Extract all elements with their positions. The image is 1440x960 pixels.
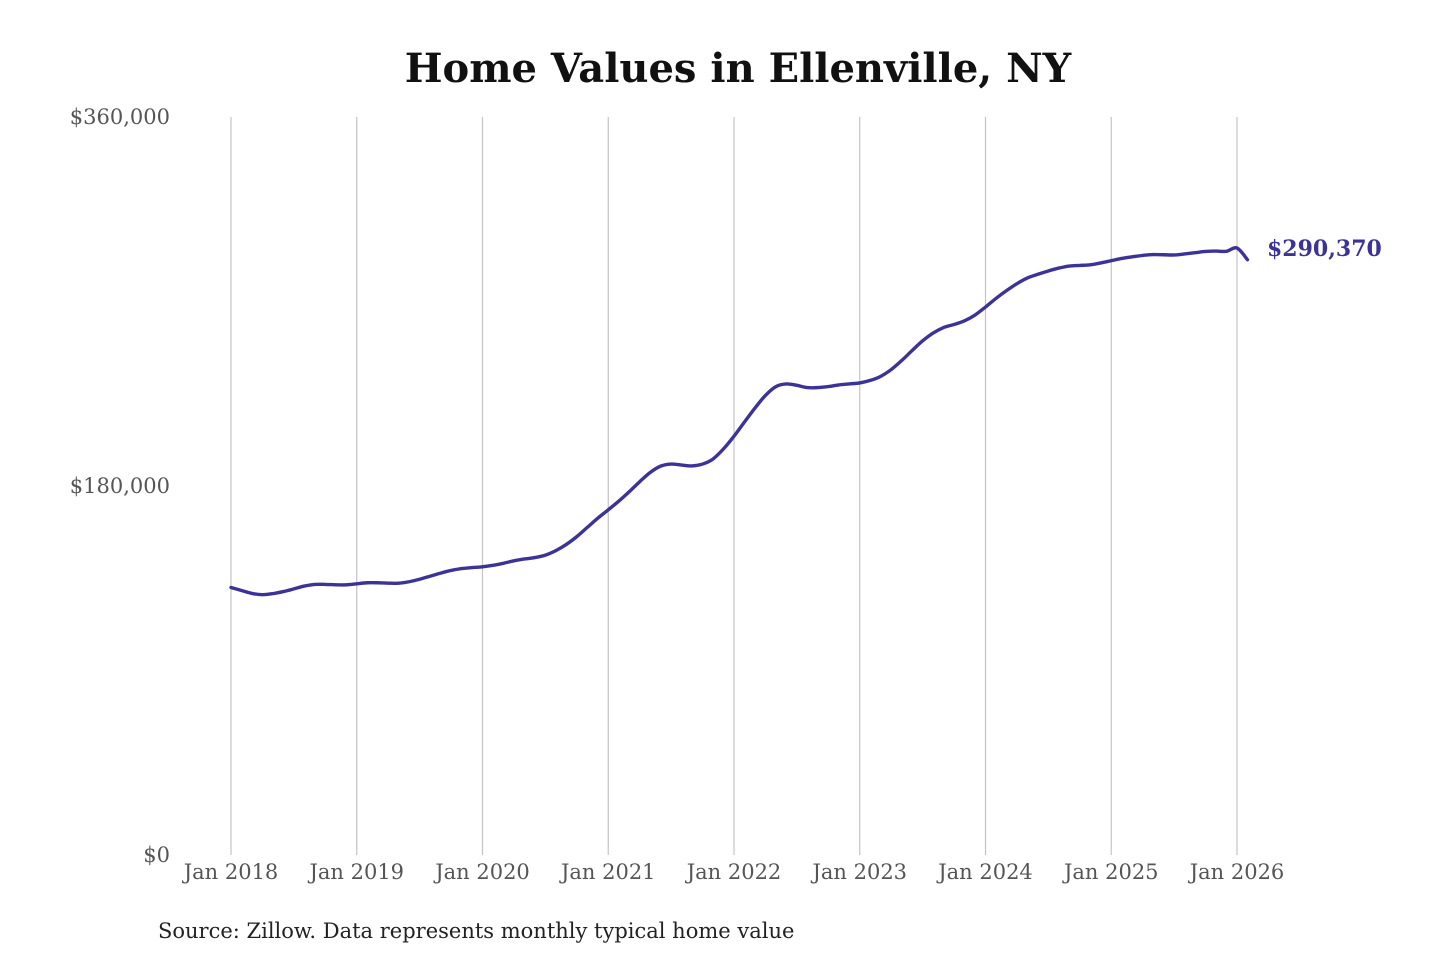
source-note: Source: Zillow. Data represents monthly … <box>158 919 794 943</box>
series-layer <box>229 246 1250 597</box>
y-axis-ticks: $0 $180,000 $360,000 <box>70 105 170 867</box>
y-tick-label: $0 <box>143 843 170 867</box>
y-tick-label: $360,000 <box>70 105 170 129</box>
x-tick-label: Jan 2024 <box>936 860 1033 884</box>
x-tick-label: Jan 2020 <box>433 860 530 884</box>
y-tick-label: $180,000 <box>70 474 170 498</box>
series-line <box>229 246 1250 597</box>
x-tick-label: Jan 2025 <box>1062 860 1159 884</box>
end-value-label: $290,370 <box>1267 236 1382 262</box>
x-tick-label: Jan 2019 <box>307 860 404 884</box>
x-tick-label: Jan 2021 <box>559 860 656 884</box>
gridlines <box>230 117 1238 855</box>
x-tick-label: Jan 2023 <box>810 860 907 884</box>
chart-title: Home Values in Ellenville, NY <box>405 45 1072 92</box>
x-tick-label: Jan 2026 <box>1188 860 1285 884</box>
x-tick-label: Jan 2018 <box>182 860 279 884</box>
x-tick-label: Jan 2022 <box>685 860 782 884</box>
x-axis-ticks: Jan 2018 Jan 2019 Jan 2020 Jan 2021 Jan 2022… <box>182 860 1285 884</box>
